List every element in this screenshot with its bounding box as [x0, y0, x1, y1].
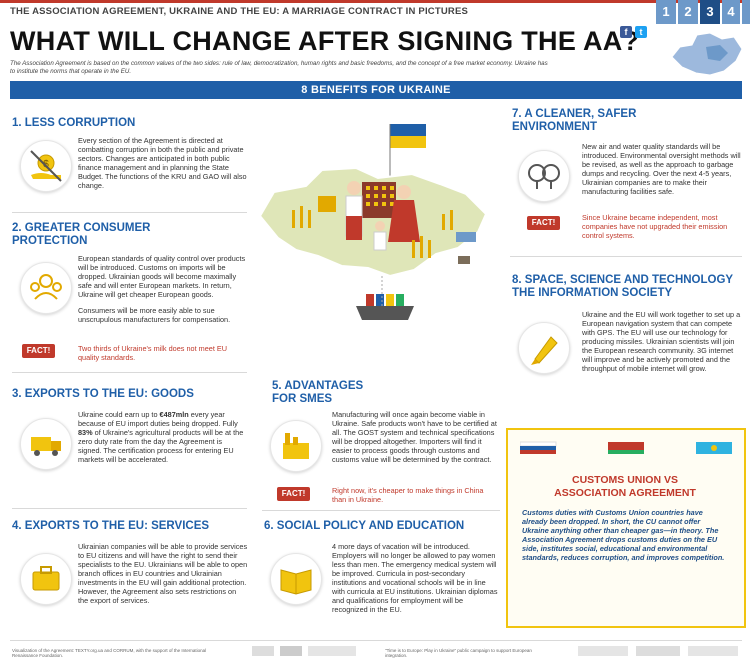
- benefits-banner: 8 BENEFITS FOR UKRAINE: [10, 81, 742, 99]
- truck-icon: [20, 418, 72, 470]
- partner-logos: [252, 646, 356, 656]
- eu-map-icon: [671, 32, 743, 76]
- section-2-text: European standards of quality control ov…: [78, 254, 246, 299]
- section-2-fact: Two thirds of Ukraine's milk does not me…: [78, 344, 228, 362]
- sponsor-logos: [578, 646, 738, 656]
- factory-icon: [270, 420, 322, 472]
- ukraine-map-illustration: [258, 124, 488, 320]
- book-icon: [270, 553, 322, 605]
- svg-text:$: $: [43, 159, 49, 170]
- series-kicker: THE ASSOCIATION AGREEMENT, UKRAINE AND T…: [10, 6, 469, 17]
- trees-icon: [518, 150, 570, 202]
- divider: [12, 508, 247, 509]
- divider: [510, 256, 742, 257]
- customs-union-text: Customs duties with Customs Union countr…: [522, 508, 725, 562]
- section-5-text: Manufacturing will once again become via…: [332, 410, 497, 464]
- page-title: WHAT WILL CHANGE AFTER SIGNING THE AA?: [10, 26, 640, 56]
- section-6-title: 6. SOCIAL POLICY AND EDUCATION: [264, 520, 465, 532]
- fact-badge: FACT!: [527, 216, 560, 230]
- page-link-3[interactable]: 3: [700, 0, 720, 24]
- footer-divider: [10, 640, 742, 641]
- customs-union-title: CUSTOMS UNION VS ASSOCIATION AGREEMENT: [515, 474, 735, 499]
- section-3-text: Ukraine could earn up to €487mln every y…: [78, 410, 244, 464]
- divider: [12, 212, 247, 213]
- section-1-text: Every section of the Agreement is direct…: [78, 136, 247, 190]
- page-link-5[interactable]: [742, 0, 750, 24]
- customs-union-box: [506, 428, 746, 628]
- page-link-1[interactable]: 1: [656, 0, 676, 24]
- briefcase-icon: [20, 553, 72, 605]
- section-5-fact: Right now, it's cheaper to make things i…: [332, 486, 484, 504]
- section-5-title-line2: FOR SMES: [272, 393, 333, 405]
- section-2-text-2: Consumers will be more easily able to su…: [78, 306, 231, 324]
- section-4-text: Ukrainian companies will be able to prov…: [78, 542, 248, 605]
- section-3-title: 3. EXPORTS TO THE EU: GOODS: [12, 388, 194, 400]
- rocket-icon: [518, 322, 570, 374]
- section-6-text: 4 more days of vacation will be introduc…: [332, 542, 498, 614]
- no-bribe-icon: $: [20, 140, 72, 192]
- belarus-flag-icon: [608, 442, 644, 454]
- divider: [12, 372, 247, 373]
- flags-row: [520, 441, 732, 454]
- section-7-title-line2: ENVIRONMENT: [512, 121, 597, 133]
- section-7-text: New air and water quality standards will…: [582, 142, 741, 196]
- section-8-text: Ukraine and the EU will work together to…: [582, 310, 741, 373]
- section-8-title-line1: 8. SPACE, SCIENCE AND TECHNOLOGY: [512, 274, 734, 286]
- consumers-icon: [20, 262, 72, 314]
- section-7-title-line1: 7. A CLEANER, SAFER: [512, 108, 637, 120]
- section-8-title-line2: THE INFORMATION SOCIETY: [512, 287, 673, 299]
- footer-campaign: "Time is to Europe: Play in Ukraine" pub…: [385, 648, 532, 658]
- customs-title-line1: CUSTOMS UNION VS: [572, 474, 678, 486]
- twitter-icon[interactable]: t: [635, 26, 647, 38]
- page-link-2[interactable]: 2: [678, 0, 698, 24]
- intro-text: The Association Agreement is based on th…: [10, 60, 548, 75]
- russia-flag-icon: [520, 441, 557, 454]
- page-link-4[interactable]: 4: [722, 0, 740, 24]
- section-1-title: 1. LESS CORRUPTION: [12, 117, 136, 129]
- footer-credits: Visualization of the Agreement: TEXTY.or…: [12, 648, 207, 658]
- customs-title-line2: ASSOCIATION AGREEMENT: [554, 486, 696, 499]
- section-4-title: 4. EXPORTS TO THE EU: SERVICES: [12, 520, 210, 532]
- section-2-title-line2: PROTECTION: [12, 235, 88, 247]
- section-2-title-line1: 2. GREATER CONSUMER: [12, 222, 151, 234]
- divider: [262, 510, 500, 511]
- fact-badge: FACT!: [277, 487, 310, 501]
- facebook-icon[interactable]: f: [620, 26, 632, 38]
- fact-badge: FACT!: [22, 344, 55, 358]
- section-7-fact: Since Ukraine became independent, most c…: [582, 213, 728, 240]
- section-5-title-line1: 5. ADVANTAGES: [272, 380, 364, 392]
- top-accent-line: [0, 0, 750, 3]
- kazakhstan-flag-icon: [696, 442, 732, 454]
